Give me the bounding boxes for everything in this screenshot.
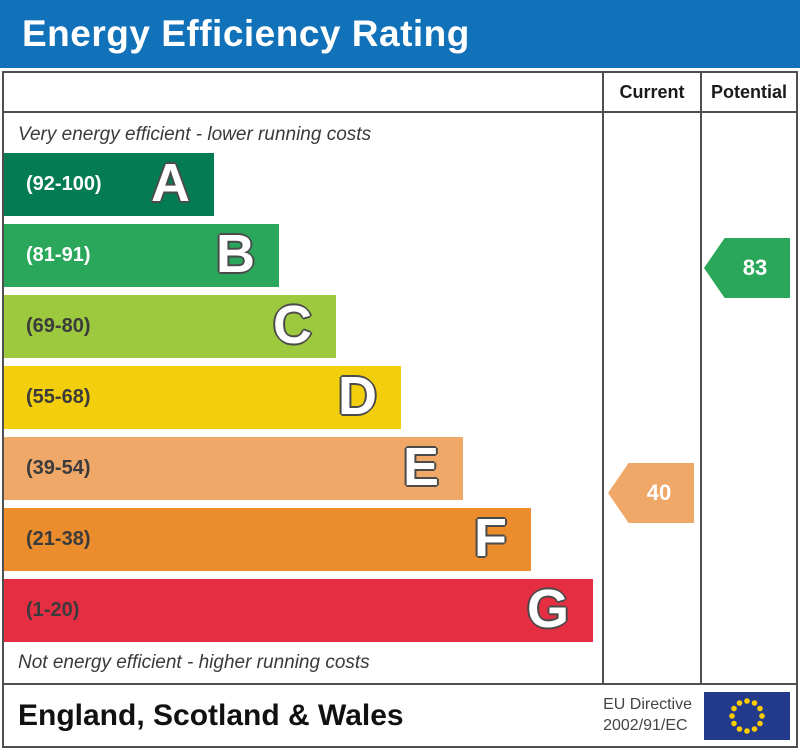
potential-rating-column: 83 xyxy=(700,113,796,683)
band-letter: C xyxy=(273,295,312,355)
top-note: Very energy efficient - lower running co… xyxy=(18,124,372,145)
rating-band-bar: (1-20) G xyxy=(4,579,593,642)
rating-band-row: (55-68) D xyxy=(4,366,602,429)
band-range-label: (21-38) xyxy=(26,528,91,550)
region-label: England, Scotland & Wales xyxy=(18,698,404,732)
rating-band-row: (81-91) B xyxy=(4,224,602,287)
table-footer: England, Scotland & Wales EU Directive 2… xyxy=(4,685,796,746)
current-column-header: Current xyxy=(602,73,700,111)
band-range-label: (39-54) xyxy=(26,457,91,479)
rating-table: Current Potential Very energy efficient … xyxy=(2,71,798,748)
eu-flag-icon xyxy=(704,691,790,740)
band-letter: B xyxy=(216,224,255,284)
band-letter: F xyxy=(474,508,507,568)
eu-directive-line1: EU Directive xyxy=(603,695,692,713)
eu-directive-block: EU Directive 2002/91/EC xyxy=(603,691,796,740)
rating-bands-area: Very energy efficient - lower running co… xyxy=(4,113,602,683)
band-range-label: (69-80) xyxy=(26,315,91,337)
band-range-label: (92-100) xyxy=(26,173,102,195)
rating-band-bar: (69-80) C xyxy=(4,295,336,358)
band-letter: A xyxy=(151,153,190,213)
band-letter: D xyxy=(338,366,377,426)
main-column-header xyxy=(4,73,602,111)
rating-band-bar: (21-38) F xyxy=(4,508,531,571)
rating-band-row: (92-100) A xyxy=(4,153,602,216)
current-rating-column: 40 xyxy=(602,113,700,683)
rating-band-bar: (92-100) A xyxy=(4,153,214,216)
bottom-note: Not energy efficient - higher running co… xyxy=(18,652,370,673)
potential-column-header: Potential xyxy=(700,73,796,111)
band-range-label: (81-91) xyxy=(26,244,91,266)
eu-directive-line2: 2002/91/EC xyxy=(603,716,688,734)
rating-band-bar: (55-68) D xyxy=(4,366,401,429)
band-letter: G xyxy=(526,579,569,639)
eu-directive-text: EU Directive 2002/91/EC xyxy=(603,695,692,737)
rating-band-row: (1-20) G xyxy=(4,579,602,642)
band-range-label: (55-68) xyxy=(26,386,91,408)
rating-band-row: (21-38) F xyxy=(4,508,602,571)
rating-marker-value: 83 xyxy=(742,255,768,280)
potential-rating-marker: 83 xyxy=(704,238,790,298)
rating-band-row: (69-80) C xyxy=(4,295,602,358)
rating-band-row: (39-54) E xyxy=(4,437,602,500)
rating-marker-value: 40 xyxy=(646,480,672,505)
rating-band-bar: (81-91) B xyxy=(4,224,279,287)
table-body: Very energy efficient - lower running co… xyxy=(4,113,796,685)
rating-band-bar: (39-54) E xyxy=(4,437,463,500)
table-header-row: Current Potential xyxy=(4,73,796,113)
current-rating-marker: 40 xyxy=(608,463,694,523)
band-range-label: (1-20) xyxy=(26,599,80,621)
title-bar: Energy Efficiency Rating xyxy=(0,0,800,68)
page-title: Energy Efficiency Rating xyxy=(22,13,470,54)
band-letter: E xyxy=(402,437,439,497)
